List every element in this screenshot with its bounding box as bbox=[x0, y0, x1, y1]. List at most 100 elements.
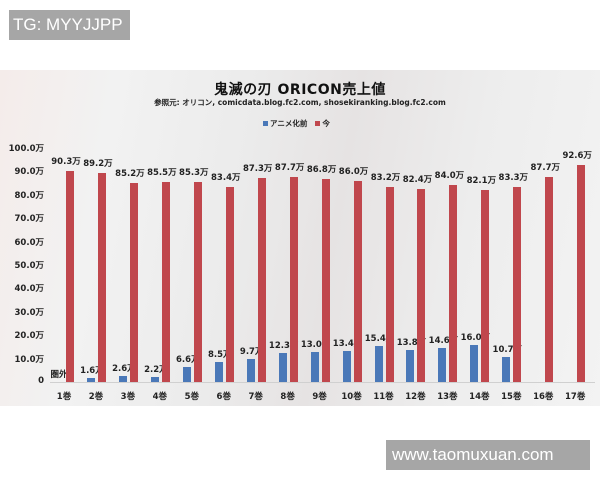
value-label-before-anime: 13.4万 bbox=[332, 338, 363, 349]
value-label-before-anime: 13.8万 bbox=[396, 337, 427, 348]
value-label-now: 85.2万 bbox=[115, 168, 145, 179]
x-axis-line bbox=[50, 382, 595, 383]
bar-now bbox=[385, 187, 394, 382]
bar-before-anime bbox=[278, 353, 287, 382]
legend-item-before-anime: アニメ化前 bbox=[263, 118, 307, 129]
bar-before-anime bbox=[310, 351, 319, 382]
value-label-before-anime: 8.5万 bbox=[207, 350, 232, 361]
bar-before-anime bbox=[502, 356, 511, 382]
y-tick-label: 70.0万 bbox=[14, 214, 44, 225]
bar-before-anime bbox=[374, 345, 383, 382]
bar-before-anime bbox=[438, 347, 447, 382]
value-label-now: 86.0万 bbox=[338, 166, 369, 177]
x-tick-label: 4巻 bbox=[152, 392, 168, 402]
watermark-bottom: www.taomuxuan.com bbox=[386, 440, 590, 470]
legend-swatch-blue bbox=[263, 121, 268, 126]
watermark-top: TG: MYYJJPP bbox=[9, 10, 130, 40]
x-tick-label: 9巻 bbox=[312, 392, 327, 402]
chart-title: 鬼滅の刃 ORICON売上値 bbox=[214, 82, 386, 98]
bar-before-anime bbox=[182, 366, 191, 382]
y-tick-label: 0 bbox=[38, 376, 44, 386]
value-label-now: 83.3万 bbox=[498, 173, 529, 184]
x-tick-label: 6巻 bbox=[216, 392, 231, 402]
bar-before-anime bbox=[86, 378, 95, 382]
value-label-now: 86.8万 bbox=[306, 164, 337, 175]
legend-label: 今 bbox=[322, 119, 330, 128]
value-label-before-anime: 2.2万 bbox=[144, 364, 168, 375]
x-tick-label: 12巻 bbox=[405, 392, 426, 402]
chart-legend: アニメ化前 今 bbox=[263, 118, 330, 129]
x-tick-label: 17巻 bbox=[565, 392, 586, 402]
bar-now bbox=[257, 177, 266, 382]
y-tick-label: 80.0万 bbox=[14, 190, 44, 201]
x-tick-label: 13巻 bbox=[437, 392, 458, 402]
bar-now bbox=[481, 189, 490, 382]
x-tick-label: 7巻 bbox=[248, 392, 263, 402]
x-tick-label: 14巻 bbox=[469, 392, 490, 402]
legend-item-now: 今 bbox=[315, 118, 330, 129]
value-label-now: 90.3万 bbox=[51, 156, 81, 167]
bar-before-anime bbox=[406, 349, 415, 382]
value-label-now: 92.6万 bbox=[562, 151, 592, 162]
bar-now bbox=[225, 186, 234, 382]
value-label-now: 82.1万 bbox=[466, 175, 497, 186]
chart-subtitle: 参照元: オリコン, comicdata.blog.fc2.com, shose… bbox=[154, 98, 446, 107]
bar-now bbox=[353, 180, 362, 382]
x-tick-label: 11巻 bbox=[373, 392, 394, 402]
x-tick-label: 2巻 bbox=[88, 392, 104, 402]
legend-label: アニメ化前 bbox=[270, 119, 308, 128]
bar-now bbox=[161, 181, 170, 382]
x-tick-label: 1巻 bbox=[56, 392, 72, 402]
y-tick-label: 20.0万 bbox=[14, 331, 44, 342]
value-label-now: 83.4万 bbox=[211, 172, 241, 183]
bar-now bbox=[417, 189, 426, 382]
bar-now bbox=[577, 165, 586, 382]
value-label-now: 87.7万 bbox=[530, 162, 560, 173]
value-label-before-anime: 2.6万 bbox=[112, 363, 136, 374]
value-label-before-anime: 15.4万 bbox=[364, 333, 395, 344]
x-tick-label: 8巻 bbox=[280, 392, 295, 402]
bar-now bbox=[513, 187, 522, 382]
x-tick-label: 3巻 bbox=[120, 392, 136, 402]
x-tick-label: 15巻 bbox=[501, 392, 522, 402]
value-label-before-anime: 1.6万 bbox=[80, 366, 104, 377]
x-tick-label: 5巻 bbox=[184, 392, 200, 402]
bar-before-anime bbox=[118, 375, 127, 382]
bar-before-anime bbox=[214, 362, 223, 382]
value-label-now: 85.3万 bbox=[179, 168, 209, 179]
bar-now bbox=[66, 170, 74, 382]
value-label-now: 83.2万 bbox=[370, 173, 401, 184]
bar-before-anime bbox=[150, 376, 159, 382]
value-label-now: 87.3万 bbox=[242, 163, 273, 174]
bar-before-anime bbox=[246, 359, 255, 382]
value-label-before-anime: 14.6万 bbox=[428, 335, 459, 346]
bar-now bbox=[289, 176, 298, 382]
y-tick-label: 100.0万 bbox=[8, 144, 44, 154]
bar-now bbox=[449, 185, 458, 382]
value-label-now: 82.4万 bbox=[402, 175, 433, 186]
bar-now bbox=[193, 182, 202, 382]
y-tick-label: 40.0万 bbox=[14, 284, 44, 295]
bar-now bbox=[129, 182, 138, 382]
value-label-now: 89.2万 bbox=[83, 159, 113, 170]
x-tick-label: 10巻 bbox=[341, 392, 362, 402]
out-of-rank-note: 圏外 bbox=[50, 370, 68, 380]
value-label-before-anime: 13.0万 bbox=[300, 339, 331, 350]
value-label-before-anime: 10.7万 bbox=[492, 344, 523, 355]
value-label-now: 87.7万 bbox=[274, 162, 305, 173]
value-label-now: 85.5万 bbox=[147, 167, 177, 178]
bar-now bbox=[321, 178, 330, 382]
y-tick-label: 60.0万 bbox=[14, 237, 44, 248]
bar-before-anime bbox=[342, 350, 351, 382]
y-tick-label: 90.0万 bbox=[14, 167, 44, 178]
bar-now bbox=[97, 173, 106, 382]
value-label-before-anime: 6.6万 bbox=[176, 354, 200, 365]
bar-now bbox=[545, 176, 554, 382]
value-label-before-anime: 16.0万 bbox=[460, 332, 491, 343]
y-tick-label: 10.0万 bbox=[14, 354, 44, 365]
x-tick-label: 16巻 bbox=[533, 392, 554, 402]
value-label-now: 84.0万 bbox=[434, 171, 465, 182]
legend-swatch-red bbox=[315, 121, 321, 126]
y-tick-label: 50.0万 bbox=[14, 261, 44, 271]
value-label-before-anime: 12.3万 bbox=[268, 341, 299, 352]
